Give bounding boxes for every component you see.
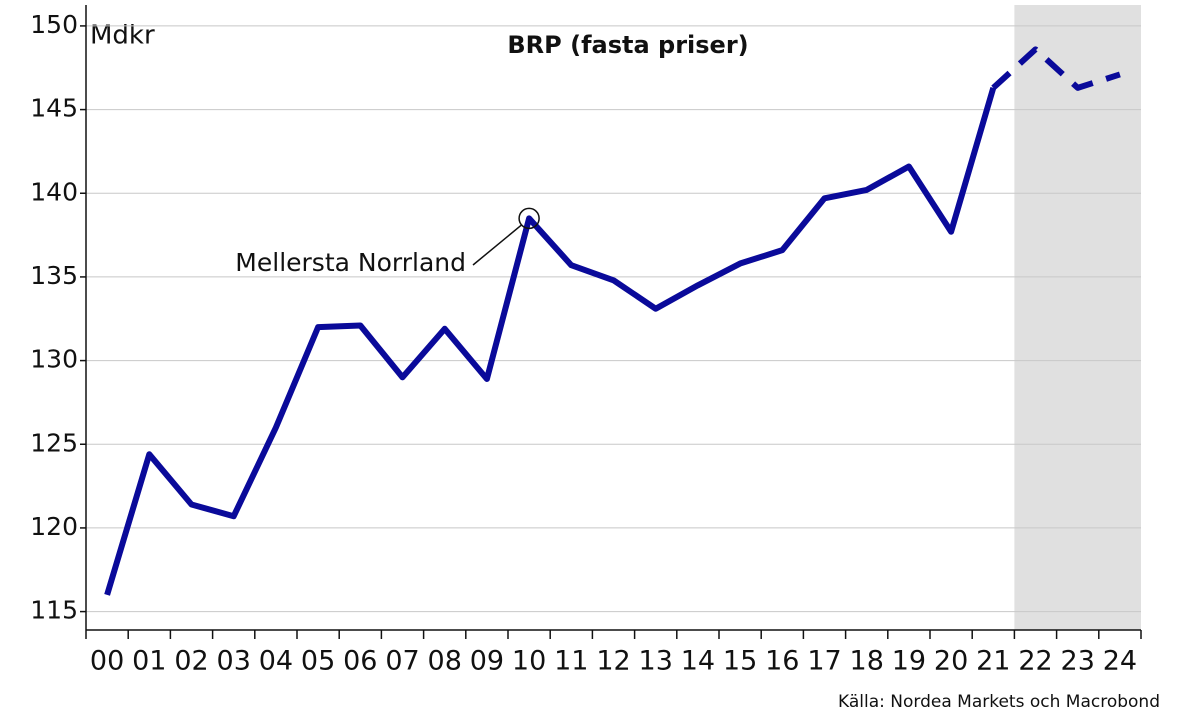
- y-tick-label: 135: [30, 261, 78, 290]
- x-tick-label: 20: [934, 646, 968, 677]
- y-tick-label: 120: [30, 512, 78, 541]
- x-tick-label: 05: [301, 646, 335, 677]
- x-tick-label: 17: [807, 646, 841, 677]
- x-tick-label: 10: [512, 646, 546, 677]
- x-tick-label: 19: [892, 646, 926, 677]
- x-tick-label: 06: [343, 646, 377, 677]
- x-tick-label: 24: [1103, 646, 1137, 677]
- x-tick-label: 23: [1061, 646, 1095, 677]
- x-tick-label: 22: [1018, 646, 1052, 677]
- y-axis-unit: Mdkr: [90, 21, 155, 51]
- x-tick-label: 00: [90, 646, 124, 677]
- x-tick-label: 09: [470, 646, 504, 677]
- x-tick-label: 02: [174, 646, 208, 677]
- x-tick-label: 07: [385, 646, 419, 677]
- y-tick-label: 140: [30, 177, 78, 206]
- annotation-circle: [518, 207, 540, 230]
- y-tick-label: 115: [30, 596, 78, 625]
- x-tick-label: 01: [132, 646, 166, 677]
- chart-title: BRP (fasta priser): [507, 31, 748, 59]
- x-tick-label: 04: [259, 646, 293, 677]
- line-forecast: [991, 46, 1121, 91]
- y-tick-label: 130: [30, 345, 78, 374]
- x-tick-label: 14: [681, 646, 715, 677]
- x-tick-label: 03: [217, 646, 251, 677]
- x-tick-label: 15: [723, 646, 757, 677]
- y-tick-label: 145: [30, 94, 78, 123]
- source: Källa: Nordea Markets och Macrobond: [838, 692, 1160, 712]
- x-tick-label: 21: [976, 646, 1010, 677]
- y-tick-label: 125: [30, 428, 78, 457]
- annotation-leader: [472, 224, 522, 266]
- forecast-shade: [1014, 5, 1141, 630]
- x-tick-label: 12: [596, 646, 630, 677]
- x-tick-label: 18: [850, 646, 884, 677]
- x-tick-label: 16: [765, 646, 799, 677]
- annotation-label: Mellersta Norrland: [235, 248, 466, 277]
- line-series: [104, 86, 997, 596]
- y-tick-label: 150: [30, 10, 78, 39]
- x-tick-label: 13: [639, 646, 673, 677]
- x-tick-label: 08: [428, 646, 462, 677]
- x-tick-label: 11: [554, 646, 588, 677]
